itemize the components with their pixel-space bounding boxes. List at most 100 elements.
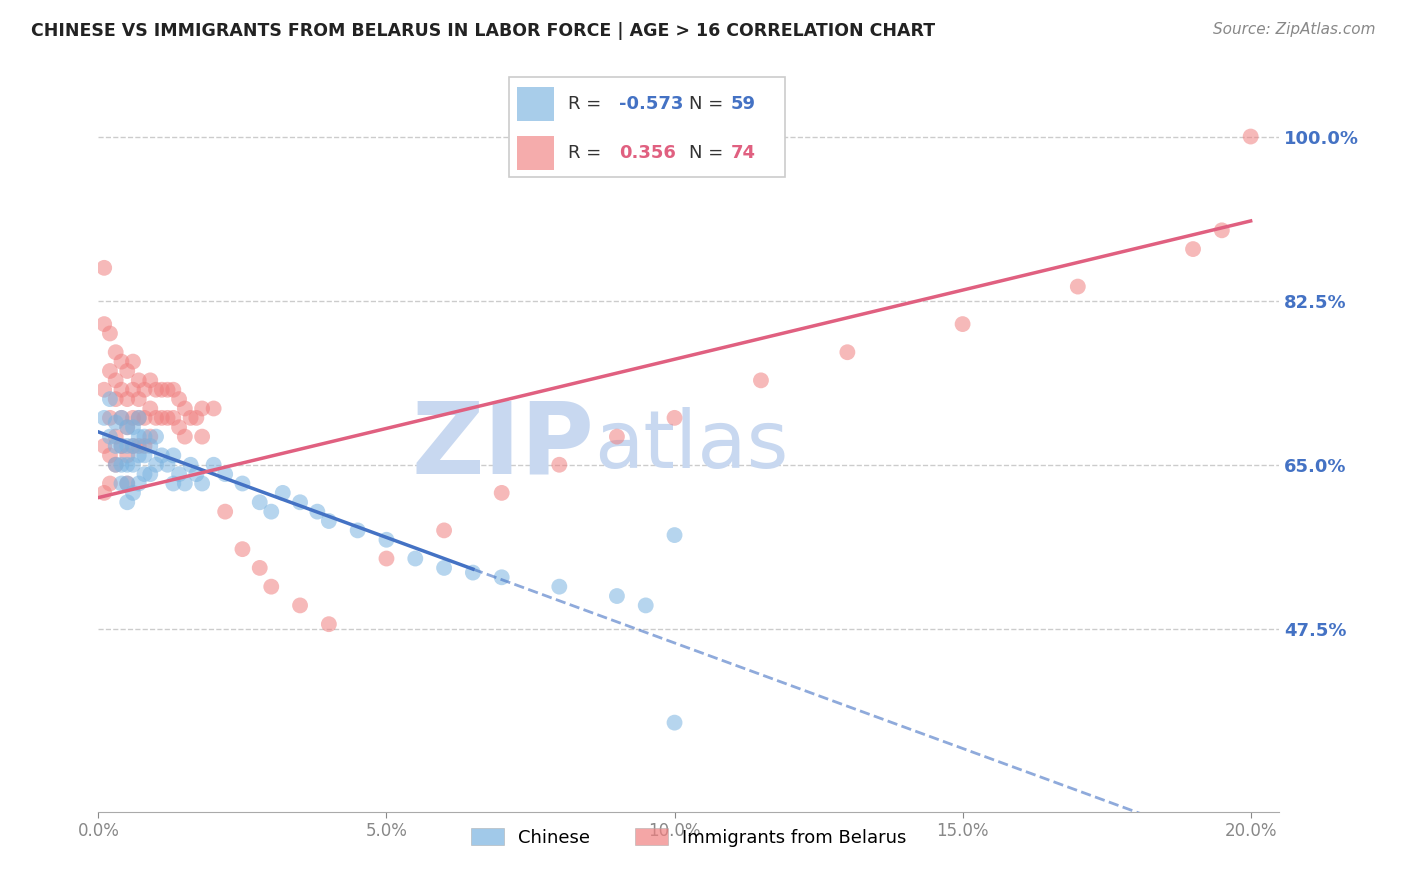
Point: [115, 364, 138, 378]
FancyBboxPatch shape: [517, 87, 554, 121]
Point: [134, 383, 156, 397]
FancyBboxPatch shape: [509, 77, 785, 178]
Point: [150, 410, 173, 425]
Point: [122, 420, 145, 434]
Point: [115, 476, 138, 491]
Point: [162, 449, 184, 463]
Point: [180, 458, 202, 472]
Text: N =: N =: [689, 145, 728, 162]
Text: 59: 59: [731, 95, 756, 113]
Point: [110, 476, 132, 491]
Point: [115, 458, 138, 472]
Point: [115, 439, 138, 453]
Point: [249, 495, 271, 509]
Point: [128, 410, 150, 425]
Text: R =: R =: [568, 145, 613, 162]
Point: [134, 449, 156, 463]
Point: [93, 260, 115, 275]
Point: [98, 392, 121, 406]
FancyBboxPatch shape: [517, 136, 554, 170]
Point: [548, 458, 571, 472]
Point: [150, 383, 173, 397]
Point: [93, 317, 115, 331]
Point: [156, 410, 179, 425]
Point: [134, 467, 156, 482]
Point: [93, 410, 115, 425]
Point: [110, 383, 132, 397]
Point: [288, 495, 311, 509]
Point: [98, 449, 121, 463]
Point: [122, 410, 145, 425]
Point: [491, 486, 513, 500]
Point: [162, 476, 184, 491]
Point: [115, 449, 138, 463]
Point: [145, 429, 167, 443]
Point: [837, 345, 859, 359]
Point: [104, 439, 127, 453]
Point: [98, 410, 121, 425]
Point: [952, 317, 974, 331]
Point: [145, 458, 167, 472]
Point: [231, 542, 253, 557]
Point: [461, 566, 484, 580]
Point: [134, 410, 156, 425]
Point: [433, 561, 456, 575]
Text: N =: N =: [689, 95, 728, 113]
Text: 0.356: 0.356: [619, 145, 675, 162]
Point: [110, 354, 132, 368]
Point: [128, 449, 150, 463]
Text: Source: ZipAtlas.com: Source: ZipAtlas.com: [1212, 22, 1375, 37]
Point: [346, 524, 368, 538]
Point: [1067, 279, 1090, 293]
Point: [110, 439, 132, 453]
Point: [156, 458, 179, 472]
Point: [375, 533, 398, 547]
Point: [162, 383, 184, 397]
Point: [249, 561, 271, 575]
Point: [167, 467, 190, 482]
Point: [162, 410, 184, 425]
Point: [634, 599, 657, 613]
Text: ZIP: ZIP: [412, 398, 595, 494]
Point: [749, 373, 772, 387]
Point: [139, 429, 162, 443]
Point: [664, 715, 686, 730]
Text: atlas: atlas: [595, 407, 789, 485]
Point: [145, 410, 167, 425]
Point: [104, 345, 127, 359]
Point: [191, 476, 214, 491]
Point: [122, 354, 145, 368]
Point: [173, 401, 195, 416]
Point: [214, 505, 236, 519]
Point: [115, 495, 138, 509]
Point: [156, 383, 179, 397]
Point: [231, 476, 253, 491]
Point: [93, 439, 115, 453]
Point: [115, 392, 138, 406]
Point: [122, 486, 145, 500]
Point: [98, 476, 121, 491]
Point: [375, 551, 398, 566]
Point: [134, 429, 156, 443]
Text: -0.573: -0.573: [619, 95, 683, 113]
Point: [173, 429, 195, 443]
Point: [122, 439, 145, 453]
Point: [145, 383, 167, 397]
Text: R =: R =: [568, 95, 607, 113]
Point: [271, 486, 294, 500]
Legend: Chinese, Immigrants from Belarus: Chinese, Immigrants from Belarus: [464, 822, 914, 854]
Point: [167, 392, 190, 406]
Point: [1182, 242, 1205, 256]
Point: [122, 439, 145, 453]
Point: [104, 392, 127, 406]
Point: [606, 589, 628, 603]
Point: [110, 458, 132, 472]
Point: [664, 410, 686, 425]
Point: [318, 617, 340, 632]
Point: [173, 476, 195, 491]
Point: [433, 524, 456, 538]
Point: [98, 326, 121, 341]
Text: CHINESE VS IMMIGRANTS FROM BELARUS IN LABOR FORCE | AGE > 16 CORRELATION CHART: CHINESE VS IMMIGRANTS FROM BELARUS IN LA…: [31, 22, 935, 40]
Point: [98, 364, 121, 378]
Point: [134, 439, 156, 453]
